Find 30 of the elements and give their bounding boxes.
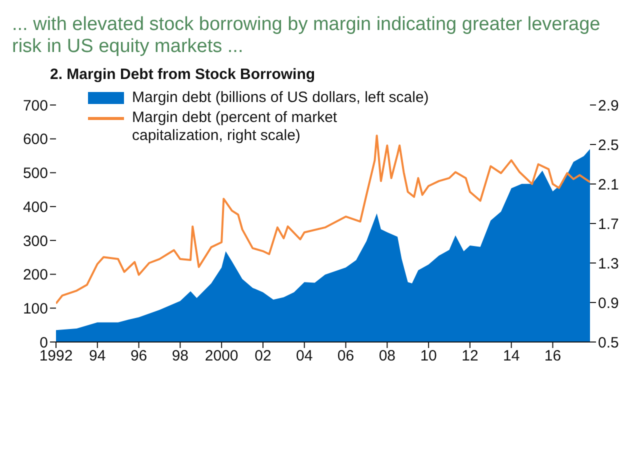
x-tick-label: 08 <box>378 348 396 365</box>
y-tick-label: 300 <box>22 232 48 250</box>
chart-subtitle: 2. Margin Debt from Stock Borrowing <box>49 65 316 83</box>
legend-label: Margin debt (percent of market capitalization, right scale) <box>132 109 338 145</box>
y2-tick-label: 2.1 <box>598 176 619 194</box>
y-tick-label: 500 <box>22 165 48 182</box>
y-tick-label: 400 <box>22 198 48 216</box>
y2-tick-label: 2.9 <box>598 97 619 114</box>
x-tick-label: 2000 <box>204 348 238 365</box>
y-tick-label: 100 <box>22 300 48 318</box>
x-tick-label: 04 <box>296 348 313 365</box>
y2-tick-label: 0.9 <box>598 294 619 312</box>
y-tick-label: 200 <box>22 266 48 284</box>
legend-label: Margin debt (billions of US dollars, left scale) <box>132 89 429 107</box>
x-tick-label: 98 <box>172 348 189 365</box>
x-tick-label: 06 <box>337 348 354 365</box>
y2-tick-label: 1.7 <box>598 216 619 233</box>
y-tick-label: 700 <box>22 97 48 114</box>
x-tick-label: 10 <box>420 348 437 365</box>
chart-title: ... with elevated stock borrowing by margin indicating greater leverage risk in US equity markets ... <box>11 13 602 58</box>
x-tick-label: 96 <box>130 348 148 365</box>
y2-tick-label: 0.5 <box>598 334 619 352</box>
x-tick-label: 14 <box>503 348 520 365</box>
x-tick-label: 12 <box>462 348 478 365</box>
y-tick-label: 600 <box>22 131 48 148</box>
x-tick-label: 02 <box>254 348 272 365</box>
y2-tick-label: 1.3 <box>598 255 619 272</box>
x-tick-label: 16 <box>544 348 562 365</box>
x-tick-label: 94 <box>89 348 106 365</box>
y2-tick-label: 2.5 <box>598 136 619 154</box>
